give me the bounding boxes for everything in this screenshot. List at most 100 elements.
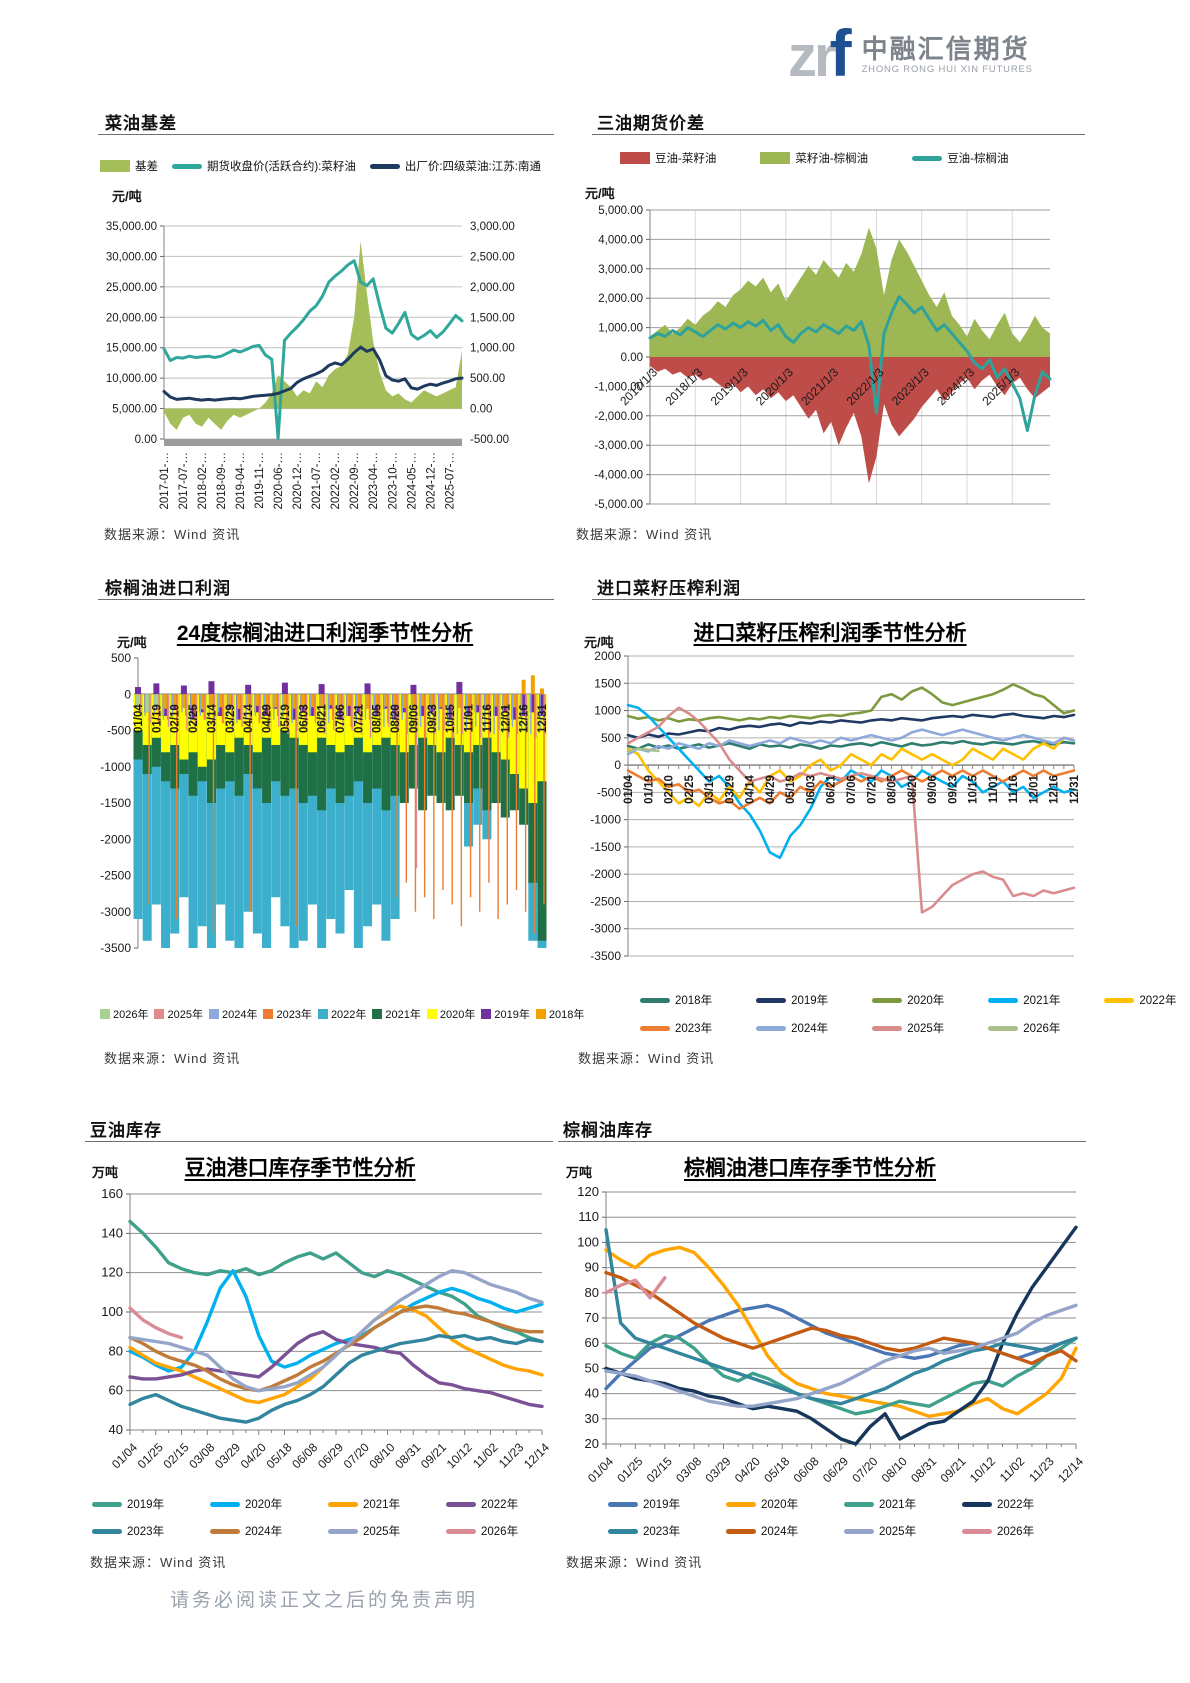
legend-item: 2021年 [844,1496,962,1512]
legend-item: 期货收盘价(活跃合约):菜籽油 [172,158,356,174]
data-source: 数据来源：Wind 资讯 [90,1555,227,1570]
svg-text:0: 0 [614,758,621,772]
svg-text:02/25: 02/25 [188,704,200,733]
svg-text:10/15: 10/15 [445,704,457,733]
svg-text:11/16: 11/16 [1008,775,1020,803]
svg-text:120: 120 [101,1265,123,1280]
svg-text:03/14: 03/14 [704,774,716,803]
svg-text:1,000.00: 1,000.00 [598,323,643,335]
legend-item: 2022年 [962,1496,1080,1512]
svg-text:2020-06-…: 2020-06-… [273,452,285,510]
legend-swatch [481,1009,492,1019]
svg-text:2024-05-…: 2024-05-… [406,452,418,510]
svg-text:20,000.00: 20,000.00 [106,312,157,324]
legend-item: 2020年 [726,1496,844,1512]
svg-text:2020-12-…: 2020-12-… [292,452,304,510]
legend-item: 2025年 [154,1006,203,1022]
svg-text:500: 500 [111,651,131,665]
svg-text:10,000.00: 10,000.00 [106,373,157,385]
svg-text:11/16: 11/16 [482,704,494,732]
legend-swatch [208,1009,219,1019]
svg-text:04/14: 04/14 [745,774,757,803]
svg-text:02/10: 02/10 [664,775,676,804]
legend-swatch [962,1528,992,1534]
svg-text:11/01: 11/01 [988,774,1000,803]
legend-item: 2021年 [372,1006,421,1022]
data-source: 数据来源：Wind 资讯 [566,1555,703,1570]
svg-text:2,500.00: 2,500.00 [470,251,515,263]
legend-item: 2026年 [988,1020,1060,1036]
y-unit-label: 元/吨 [584,635,614,650]
svg-text:160: 160 [101,1186,123,1201]
svg-text:60: 60 [109,1383,123,1398]
legend-item: 豆油-棕榈油 [912,150,1009,166]
svg-text:08/10: 08/10 [879,1454,910,1485]
svg-text:12/14: 12/14 [521,1440,552,1471]
svg-text:11/02: 11/02 [470,1440,501,1471]
svg-text:15,000.00: 15,000.00 [106,343,157,355]
palm-stock-legend-row1: 2019年 2020年 2021年 2022年 [608,1496,1080,1512]
svg-text:09/21: 09/21 [937,1454,968,1485]
section-title-basis: 菜油基差 [105,114,177,133]
legend-swatch [210,1528,240,1534]
svg-text:0.00: 0.00 [621,352,643,364]
company-name-cn: 中融汇信期货 [861,33,1030,64]
svg-text:2,000.00: 2,000.00 [470,282,515,294]
legend-item: 菜籽油-棕榈油 [760,150,868,166]
legend-swatch [446,1501,476,1507]
svg-text:0.00: 0.00 [135,434,157,446]
svg-text:2022-02-…: 2022-02-… [330,452,342,510]
legend-swatch [92,1501,122,1507]
section-title-soy-stock: 豆油库存 [90,1121,162,1140]
svg-text:-1500: -1500 [100,796,131,810]
svg-text:80: 80 [585,1285,599,1300]
svg-text:03/08: 03/08 [673,1454,704,1485]
svg-text:-3500: -3500 [590,949,621,963]
section-divider [592,134,1085,135]
svg-text:12/01: 12/01 [1028,774,1040,803]
y-unit-label: 万吨 [566,1165,593,1180]
svg-text:-2500: -2500 [590,894,621,908]
section-divider [558,1141,1086,1142]
svg-text:3,000.00: 3,000.00 [470,221,515,233]
svg-text:10/15: 10/15 [968,774,980,803]
svg-text:09/06: 09/06 [927,775,939,804]
legend-item: 2022年 [317,1006,366,1022]
svg-text:90: 90 [585,1260,599,1275]
legend-swatch [1104,997,1135,1003]
svg-text:-3000: -3000 [100,905,131,919]
svg-text:-2000: -2000 [590,867,621,881]
legend-item: 2019年 [92,1496,210,1512]
legend-swatch [263,1009,274,1019]
svg-text:11/23: 11/23 [1026,1454,1057,1485]
svg-text:03/29: 03/29 [212,1440,243,1471]
svg-text:0: 0 [124,687,131,701]
svg-text:03/29: 03/29 [724,775,736,804]
legend-swatch [154,1009,165,1019]
legend-item: 2020年 [210,1496,328,1512]
svg-text:12/31: 12/31 [537,704,549,733]
legend-swatch [317,1009,328,1019]
svg-text:02/10: 02/10 [170,704,182,733]
legend-item: 2020年 [872,992,944,1008]
svg-text:100: 100 [577,1234,599,1249]
svg-text:01/19: 01/19 [643,775,655,804]
section-title-crush-profit: 进口菜籽压榨利润 [597,579,741,598]
svg-text:01/19: 01/19 [151,704,163,733]
legend-item: 2020年 [426,1006,475,1022]
legend-swatch [962,1501,992,1507]
svg-text:04/29: 04/29 [765,775,777,804]
svg-text:12/16: 12/16 [519,704,531,733]
legend-item: 2023年 [608,1523,726,1539]
section-divider [98,134,554,135]
legend-swatch [760,152,791,164]
svg-text:-3000: -3000 [590,922,621,936]
section-title-palm-stock: 棕榈油库存 [563,1121,653,1140]
svg-text:01/04: 01/04 [623,774,635,803]
svg-text:25,000.00: 25,000.00 [106,282,157,294]
svg-text:2018-09-…: 2018-09-… [216,452,228,510]
svg-text:1,000.00: 1,000.00 [470,343,515,355]
spread-chart-legend: 豆油-菜籽油 菜籽油-棕榈油 豆油-棕榈油 [620,150,1009,166]
svg-text:01/04: 01/04 [109,1440,140,1471]
